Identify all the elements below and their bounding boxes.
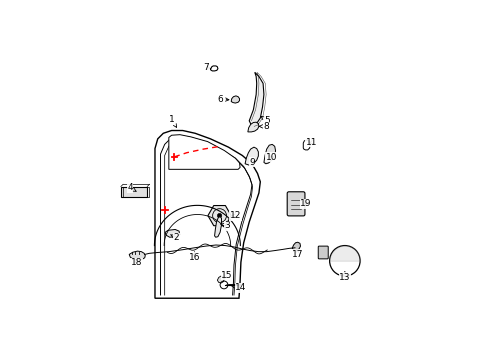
Polygon shape (247, 122, 259, 132)
Text: 11: 11 (305, 138, 317, 147)
Polygon shape (155, 131, 260, 298)
Text: 2: 2 (170, 233, 179, 242)
Polygon shape (165, 229, 179, 237)
Polygon shape (264, 144, 275, 164)
Polygon shape (249, 72, 264, 126)
Text: 16: 16 (188, 252, 200, 262)
Text: 4: 4 (127, 183, 136, 192)
Text: 8: 8 (259, 122, 268, 131)
Text: 7: 7 (203, 63, 210, 72)
Text: 5: 5 (261, 116, 269, 125)
Text: 14: 14 (231, 283, 246, 292)
Polygon shape (214, 216, 221, 237)
Text: 13: 13 (338, 272, 350, 282)
Polygon shape (129, 251, 145, 260)
FancyBboxPatch shape (318, 246, 327, 259)
Circle shape (217, 213, 222, 218)
Text: 15: 15 (221, 271, 232, 280)
Text: 19: 19 (300, 199, 311, 208)
Polygon shape (210, 66, 218, 71)
Text: 12: 12 (229, 211, 241, 220)
Polygon shape (231, 96, 239, 103)
Text: 3: 3 (221, 221, 229, 230)
Text: 10: 10 (265, 153, 277, 162)
Polygon shape (217, 276, 224, 283)
Polygon shape (207, 206, 231, 226)
Text: 1: 1 (168, 115, 176, 127)
Text: 17: 17 (291, 249, 303, 259)
Text: 6: 6 (217, 95, 228, 104)
FancyBboxPatch shape (286, 192, 305, 216)
Text: 9: 9 (248, 158, 254, 167)
Polygon shape (303, 140, 309, 150)
FancyBboxPatch shape (121, 186, 147, 197)
Polygon shape (168, 135, 240, 169)
Polygon shape (292, 242, 300, 250)
Text: 18: 18 (131, 258, 142, 267)
Polygon shape (244, 147, 258, 165)
